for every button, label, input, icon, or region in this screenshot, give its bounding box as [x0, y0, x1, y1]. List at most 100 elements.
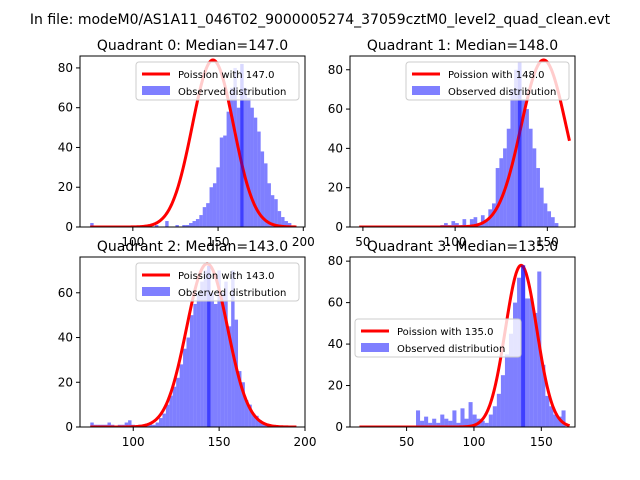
hist-bar	[452, 410, 457, 427]
legend: Poission with 148.0 Observed distribution	[405, 61, 570, 101]
hist-bar	[495, 168, 500, 227]
hist-bar	[258, 420, 263, 427]
hist-bar	[473, 217, 478, 227]
hist-bar	[253, 117, 258, 227]
hist-bar	[189, 315, 194, 427]
hist-bar	[257, 131, 261, 227]
y-tick-label: 20	[328, 181, 343, 195]
hist-bar	[436, 422, 441, 427]
hist-bar	[504, 354, 509, 427]
hist-bar	[480, 420, 485, 427]
hist-bar	[236, 107, 241, 227]
y-tick-label: 0	[65, 420, 73, 434]
hist-bar	[90, 422, 94, 427]
hist-bar	[284, 221, 288, 227]
hist-bar	[159, 418, 163, 427]
hist-bar	[183, 348, 187, 427]
hist-bar	[455, 223, 459, 227]
legend: Poission with 147.0 Observed distribution	[135, 61, 300, 101]
hist-bar	[200, 281, 204, 427]
hist-bar	[182, 225, 186, 227]
x-tick-label: 150	[536, 235, 559, 249]
hist-bar	[488, 414, 493, 427]
hist-bar	[238, 371, 242, 427]
hist-bar	[277, 211, 282, 227]
hist-bar	[248, 404, 252, 427]
y-tick-label: 0	[65, 220, 73, 234]
hist-bar	[500, 375, 505, 427]
y-tick-label: 60	[328, 102, 343, 116]
hist-bar	[554, 223, 559, 227]
hist-bar	[274, 199, 278, 227]
hist-bar	[267, 183, 271, 227]
figure-suptitle: In file: modeM0/AS1A11_046T02_9000005274…	[30, 12, 611, 28]
hist-bar	[460, 408, 465, 427]
x-tick-label: 150	[530, 435, 553, 449]
hist-bar	[492, 406, 497, 427]
panel-title: Quadrant 0: Median=147.0	[97, 38, 288, 54]
hist-bar	[448, 420, 453, 427]
y-tick-label: 20	[58, 375, 73, 389]
hist-bar	[561, 410, 566, 427]
hist-bar	[128, 420, 132, 427]
axes-frame	[349, 55, 576, 228]
hist-bar	[444, 223, 448, 227]
hist-bar	[247, 97, 251, 227]
hist-bar	[528, 128, 533, 227]
hist-bar	[532, 148, 537, 227]
plot-area	[358, 263, 571, 427]
hist-bar	[432, 418, 437, 427]
x-tick-label: 150	[208, 435, 231, 449]
hist-bar	[539, 187, 544, 227]
quadrant-3-panel: 50 100 150 0 20 40 60 80 Poission with 135.0 Obse…	[328, 239, 576, 449]
x-tick-label: 100	[462, 435, 485, 449]
x-tick-label: 50	[399, 435, 414, 449]
hist-bar	[124, 422, 129, 427]
hist-bar	[241, 382, 245, 427]
hist-bar	[547, 211, 552, 227]
hist-bar	[203, 270, 208, 427]
hist-bar	[230, 87, 234, 227]
legend-box	[135, 61, 300, 101]
quadrant-1-panel: 50 100 150 0 20 40 60 80 Poission with 148.0 Obse…	[328, 38, 576, 249]
hist-bar	[216, 167, 220, 227]
hist-bar	[529, 298, 534, 427]
quadrant-0-panel: 100 150 200 0 20 40 60 80 Poission with 147.0 Obs…	[58, 38, 315, 249]
legend-bar-swatch	[142, 287, 170, 296]
y-tick-label: 40	[328, 337, 343, 351]
x-tick-label: 200	[292, 235, 315, 249]
hist-bar	[176, 377, 180, 427]
y-tick-label: 40	[58, 331, 73, 345]
hist-bar	[169, 395, 173, 427]
y-tick-label: 20	[328, 379, 343, 393]
legend-entry-hist: Observed distribution	[178, 87, 286, 98]
hist-bar	[260, 151, 265, 227]
hist-bar	[213, 303, 218, 427]
plot-area	[89, 58, 298, 227]
legend-box	[405, 61, 570, 101]
legend-entry-hist: Observed distribution	[448, 87, 556, 98]
hist-bar	[484, 221, 489, 227]
hist-bar	[196, 292, 201, 427]
hist-bar	[513, 302, 518, 427]
hist-bar	[186, 337, 190, 427]
hist-bar	[233, 67, 237, 227]
hist-bar	[451, 221, 456, 227]
hist-bar	[525, 109, 529, 227]
hist-bar	[179, 364, 184, 427]
x-tick-label: 100	[444, 235, 467, 249]
y-tick-label: 60	[328, 296, 343, 310]
axes-frame	[349, 256, 576, 428]
hist-bar	[155, 422, 160, 427]
panel-title: Quadrant 1: Median=148.0	[367, 38, 558, 54]
legend-bar-swatch	[142, 86, 170, 95]
hist-bar	[456, 422, 461, 427]
y-tick-label: 60	[58, 101, 73, 115]
legend-box	[135, 262, 300, 302]
x-tick-label: 100	[121, 235, 144, 249]
hist-bar-peak	[240, 63, 244, 227]
hist-bar-peak	[521, 265, 526, 427]
legend: Poission with 135.0 Observed distribution	[354, 318, 522, 358]
hist-bar	[195, 219, 200, 227]
